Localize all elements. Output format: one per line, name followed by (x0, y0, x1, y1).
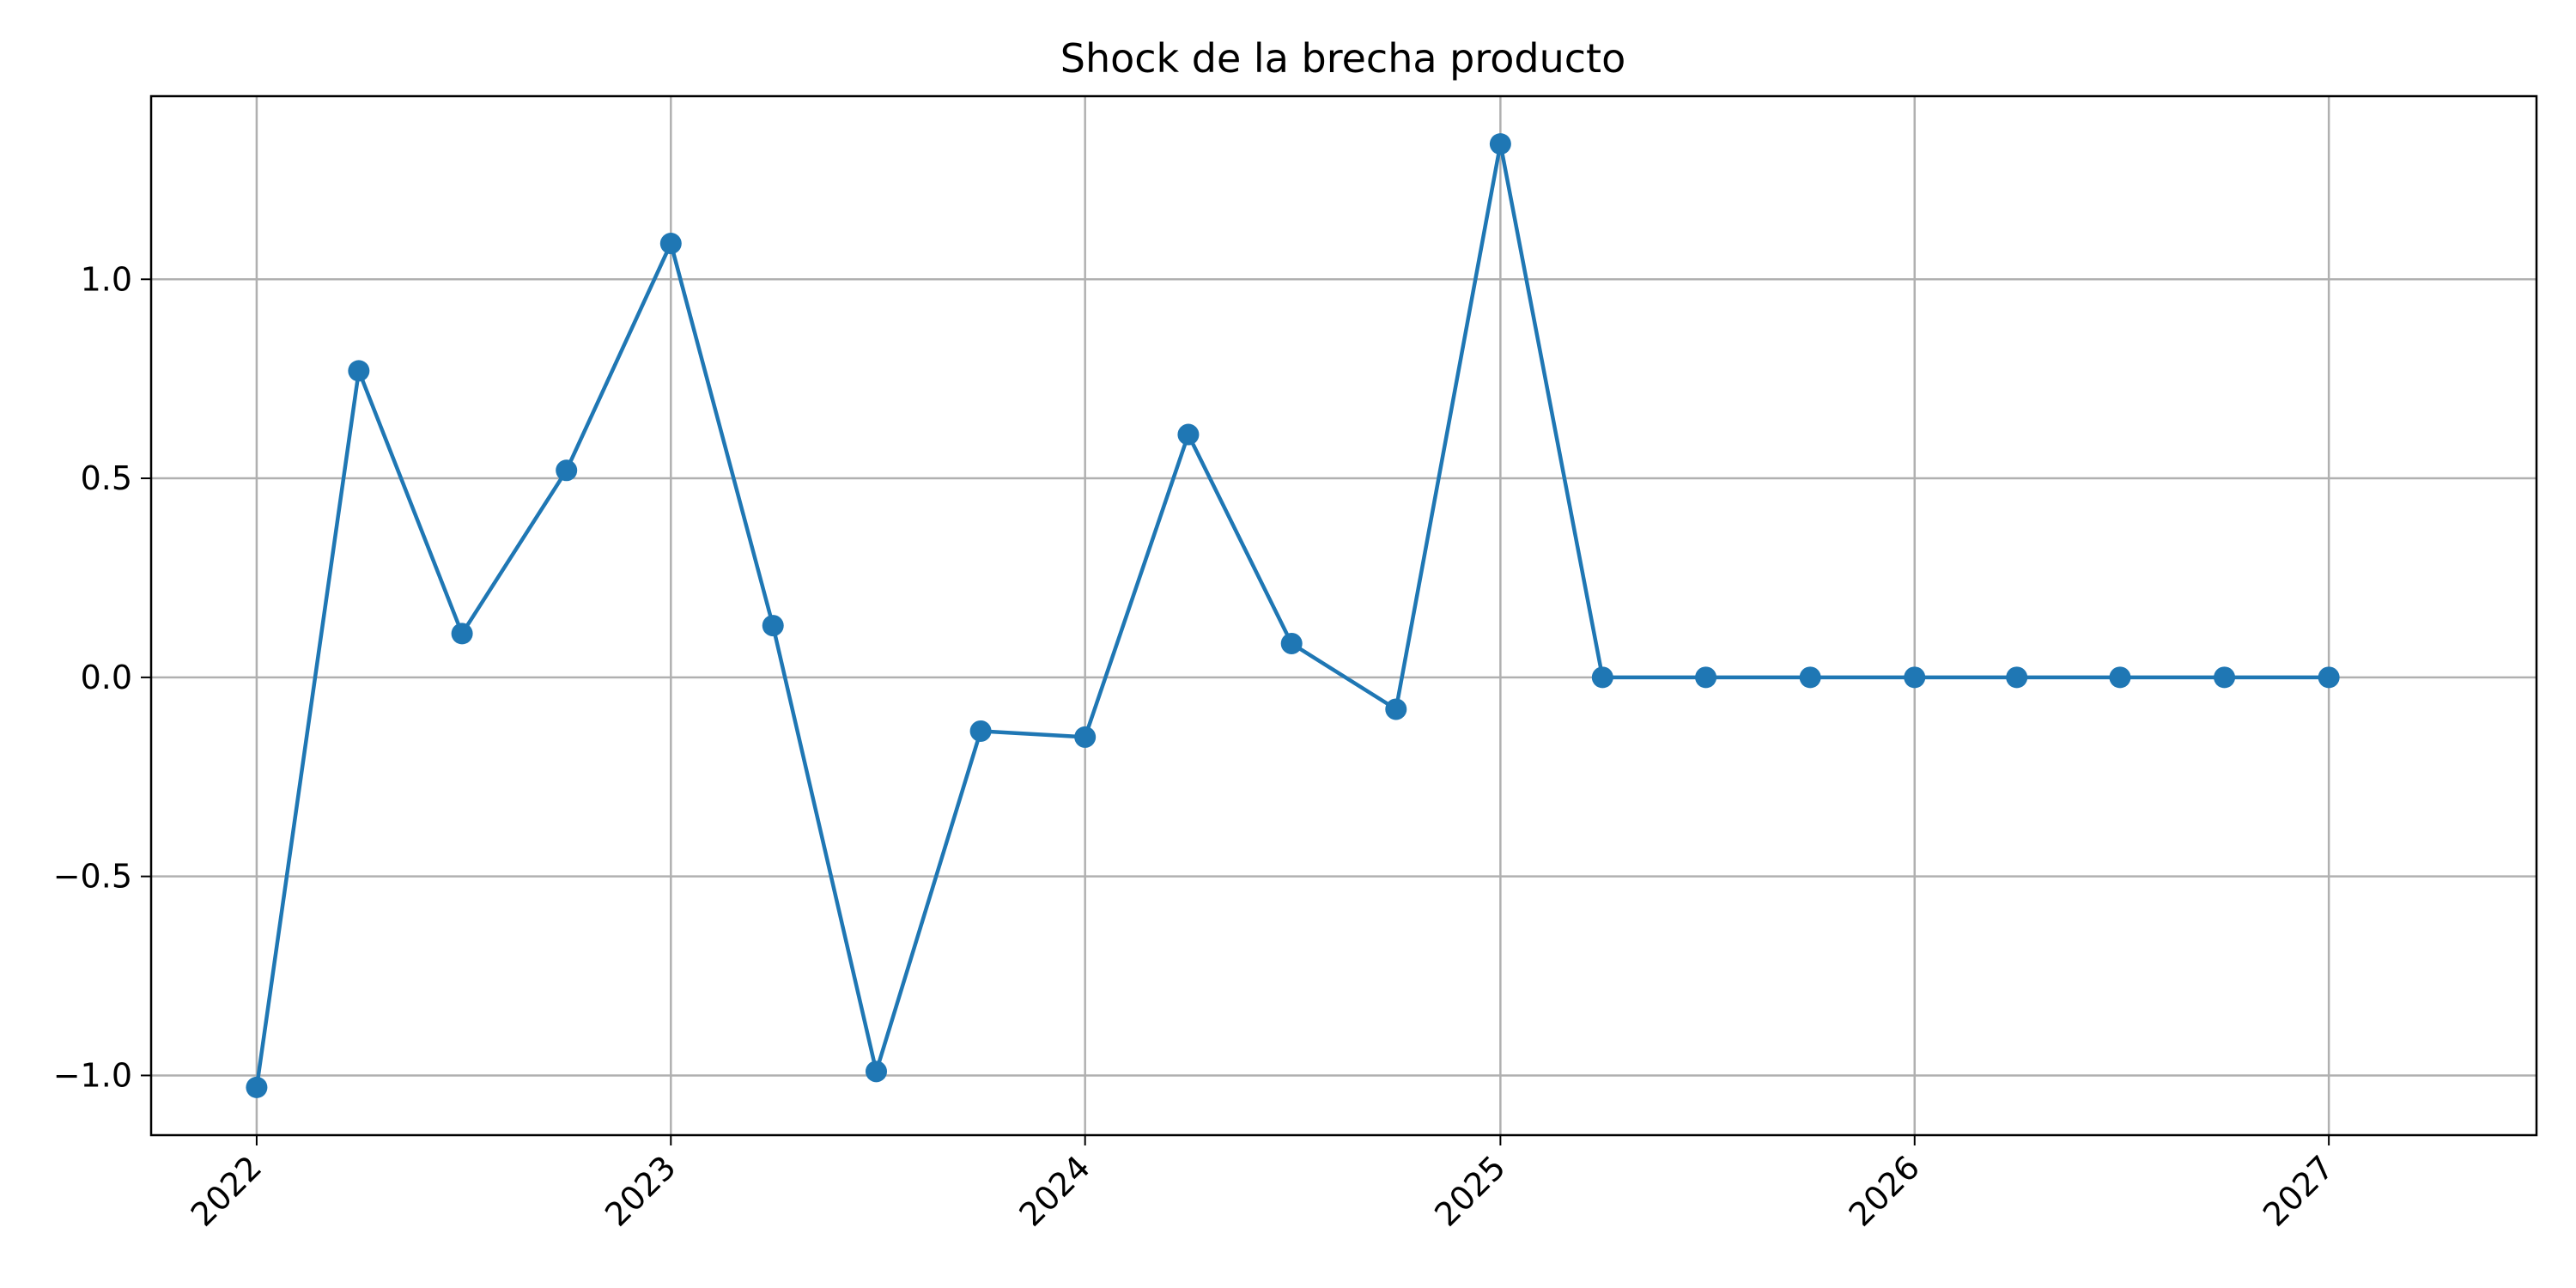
data-point (1074, 726, 1097, 748)
data-point (2214, 666, 2236, 689)
data-point (1591, 666, 1613, 689)
chart-title: Shock de la brecha producto (1060, 35, 1626, 82)
y-tick-label: 1.0 (81, 260, 132, 298)
data-point (246, 1076, 268, 1098)
y-tick-label: 0.0 (81, 659, 132, 696)
data-point (2006, 666, 2028, 689)
data-point (659, 233, 682, 255)
data-point (1177, 423, 1200, 446)
grid-lines (151, 96, 2537, 1135)
data-point (969, 720, 992, 742)
y-axis: −1.0 −0.5 0.0 0.5 1.0 (53, 260, 151, 1094)
y-tick-label: −1.0 (53, 1056, 132, 1094)
data-point (1695, 666, 1717, 689)
data-point (348, 360, 370, 382)
y-tick-label: −0.5 (53, 858, 132, 896)
axes-frame (149, 94, 2538, 1137)
data-point (1385, 698, 1407, 720)
series-layer (246, 133, 2340, 1098)
data-point (556, 459, 578, 482)
data-point (1799, 666, 1821, 689)
data-point (866, 1060, 888, 1083)
data-point (762, 615, 784, 637)
data-point (2318, 666, 2340, 689)
y-tick-label: 0.5 (81, 459, 132, 497)
data-point (1489, 133, 1511, 155)
data-point (2109, 666, 2131, 689)
data-point (1280, 632, 1303, 654)
data-point (1904, 666, 1926, 689)
data-point (451, 623, 473, 645)
